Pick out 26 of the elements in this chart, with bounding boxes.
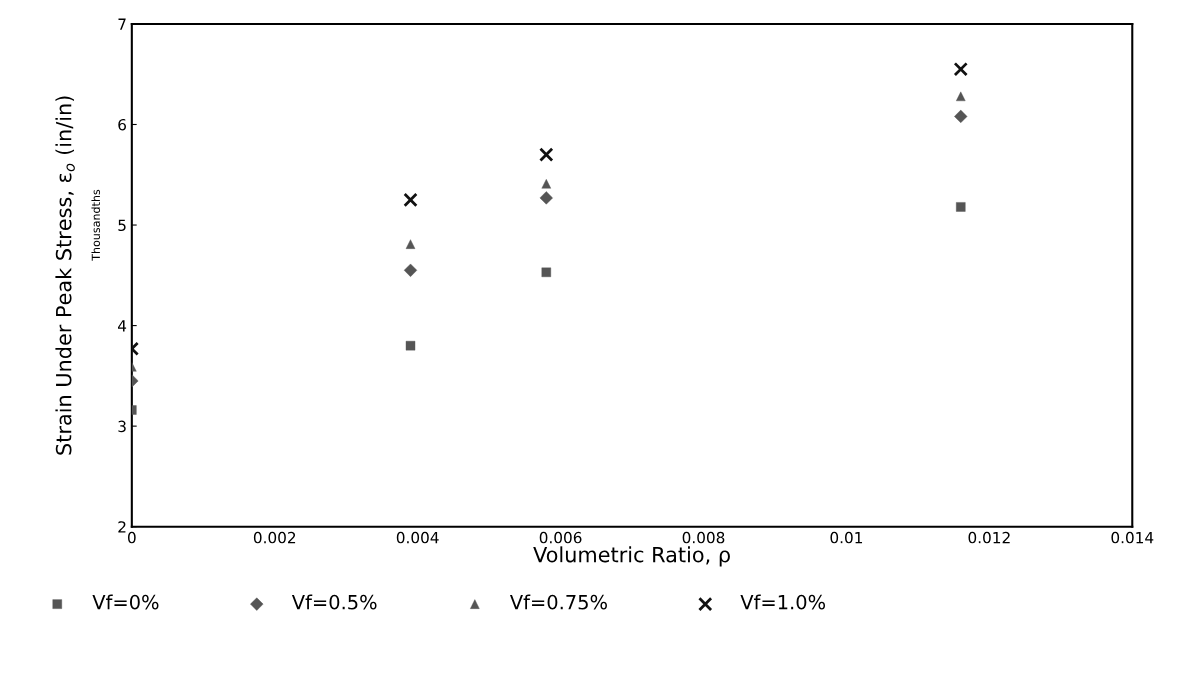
y-tick-label: 5 (118, 219, 126, 232)
point (539, 147, 554, 162)
text: Thousandths (91, 189, 101, 261)
y-tick-label: 3 (118, 420, 126, 433)
y-tick-label: 4 (117, 320, 127, 332)
y-tick-label: 6 (118, 118, 126, 131)
y-tick-label: 2 (118, 521, 126, 533)
x-tick-label: 0.014 (1111, 531, 1154, 544)
legend-label: Vf=0.5% (291, 594, 377, 610)
point (403, 263, 418, 277)
y-axis-title: Strain Under Peak Stress, ε$_{o}$ (in/in) (55, 96, 75, 455)
legend-label: Vf=1.0% (740, 594, 826, 610)
legend-label: Vf=0.75% (509, 594, 607, 610)
point (403, 192, 418, 208)
x-tick-label: 0.012 (968, 531, 1010, 544)
x-tick-label: 0 (127, 531, 136, 544)
y-tick-label: 7 (118, 18, 126, 30)
x-tick-label: 0.01 (830, 531, 863, 544)
legend-label: Vf=0% (92, 594, 159, 610)
x-tick-label: 0.008 (682, 531, 725, 544)
x-axis-title: Volumetric Ratio, ρ (533, 546, 730, 567)
point (954, 109, 968, 124)
x-tick-label: 0.002 (253, 531, 296, 544)
x-tick-label: 0.004 (396, 531, 439, 544)
x-tick-label: 0.006 (539, 531, 582, 544)
point (953, 61, 968, 77)
